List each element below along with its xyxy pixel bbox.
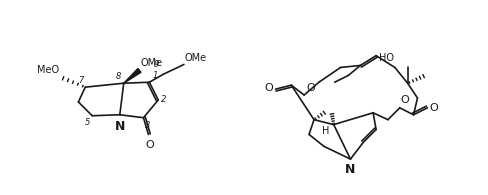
Text: N: N — [115, 120, 125, 133]
Text: 9: 9 — [154, 60, 159, 69]
Text: H: H — [323, 126, 330, 136]
Text: OMe: OMe — [185, 52, 207, 63]
Text: 1: 1 — [152, 71, 158, 80]
Text: 7: 7 — [78, 76, 83, 85]
Text: OMe: OMe — [141, 58, 163, 68]
Text: 2: 2 — [161, 96, 166, 105]
Text: O: O — [306, 83, 315, 93]
Text: MeO: MeO — [37, 65, 59, 75]
Text: 3: 3 — [145, 121, 151, 130]
Text: O: O — [265, 83, 274, 93]
Text: O: O — [429, 103, 438, 113]
Text: 5: 5 — [85, 118, 90, 127]
Polygon shape — [124, 68, 141, 83]
Text: HO: HO — [379, 52, 394, 63]
Text: O: O — [401, 95, 409, 105]
Text: O: O — [145, 140, 154, 150]
Text: N: N — [346, 163, 356, 176]
Text: 8: 8 — [115, 72, 121, 81]
